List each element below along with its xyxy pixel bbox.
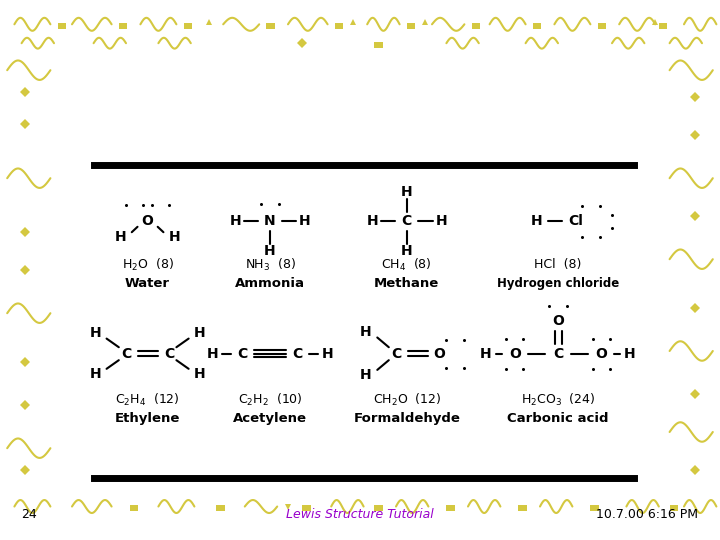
Text: H: H	[169, 230, 181, 244]
Bar	[533, 23, 541, 29]
Bar	[374, 505, 383, 511]
Text: C$_2$H$_4$  (12): C$_2$H$_4$ (12)	[115, 392, 180, 408]
Text: H: H	[90, 367, 102, 381]
Text: Carbonic acid: Carbonic acid	[508, 412, 608, 425]
Text: Water: Water	[125, 277, 170, 290]
Text: NH$_3$  (8): NH$_3$ (8)	[245, 256, 295, 273]
Text: H: H	[531, 214, 542, 228]
Bar	[518, 505, 527, 511]
Text: H: H	[90, 326, 102, 340]
Text: 24: 24	[22, 508, 37, 521]
Text: O: O	[509, 347, 521, 361]
Text: O: O	[433, 347, 445, 361]
Text: H: H	[401, 185, 413, 199]
Text: Methane: Methane	[374, 277, 439, 290]
Text: C: C	[553, 347, 563, 361]
Text: Ammonia: Ammonia	[235, 277, 305, 290]
Text: H: H	[230, 214, 241, 228]
Text: O: O	[595, 347, 607, 361]
Bar	[335, 23, 343, 29]
Text: Lewis Structure Tutorial: Lewis Structure Tutorial	[286, 508, 434, 521]
Text: CH$_4$  (8): CH$_4$ (8)	[382, 256, 432, 273]
Bar	[446, 505, 455, 511]
Text: Ethylene: Ethylene	[115, 412, 180, 425]
Text: 10.7.00 6:16 PM: 10.7.00 6:16 PM	[596, 508, 698, 521]
Text: H: H	[114, 230, 126, 244]
Text: H: H	[480, 347, 492, 361]
Text: C: C	[292, 347, 302, 361]
Text: O: O	[142, 214, 153, 228]
Text: C: C	[402, 214, 412, 228]
Text: C: C	[164, 347, 174, 361]
Bar	[472, 23, 480, 29]
Bar	[130, 505, 138, 511]
Bar	[184, 23, 192, 29]
Text: H$_2$CO$_3$  (24): H$_2$CO$_3$ (24)	[521, 392, 595, 408]
Text: CH$_2$O  (12): CH$_2$O (12)	[372, 392, 441, 408]
Bar	[302, 505, 311, 511]
Text: H: H	[194, 367, 205, 381]
Text: H: H	[366, 214, 378, 228]
Text: H: H	[436, 214, 447, 228]
Bar	[590, 505, 599, 511]
Text: C: C	[121, 347, 131, 361]
Text: HCl  (8): HCl (8)	[534, 258, 582, 271]
Text: Acetylene: Acetylene	[233, 412, 307, 425]
Bar	[407, 23, 415, 29]
Bar	[374, 42, 383, 48]
Bar	[598, 23, 606, 29]
Text: C: C	[238, 347, 248, 361]
Text: H: H	[264, 244, 276, 258]
Bar	[659, 23, 667, 29]
Text: O: O	[552, 314, 564, 328]
Text: Hydrogen chloride: Hydrogen chloride	[497, 277, 619, 290]
Text: H: H	[360, 325, 372, 339]
Bar	[119, 23, 127, 29]
Bar	[670, 505, 678, 511]
Text: H: H	[401, 244, 413, 258]
Bar	[266, 23, 275, 29]
Text: H: H	[194, 326, 205, 340]
Text: H: H	[299, 214, 310, 228]
Text: H: H	[624, 347, 636, 361]
Bar	[58, 23, 66, 29]
Bar	[94, 165, 634, 478]
Text: N: N	[264, 214, 276, 228]
Text: C$_2$H$_2$  (10): C$_2$H$_2$ (10)	[238, 392, 302, 408]
Text: Formaldehyde: Formaldehyde	[354, 412, 460, 425]
Bar	[216, 505, 225, 511]
Text: H: H	[360, 368, 372, 382]
Text: Cl: Cl	[568, 214, 582, 228]
Text: H: H	[207, 347, 218, 361]
Text: C: C	[391, 347, 401, 361]
Text: H$_2$O  (8): H$_2$O (8)	[122, 256, 174, 273]
Text: H: H	[322, 347, 333, 361]
